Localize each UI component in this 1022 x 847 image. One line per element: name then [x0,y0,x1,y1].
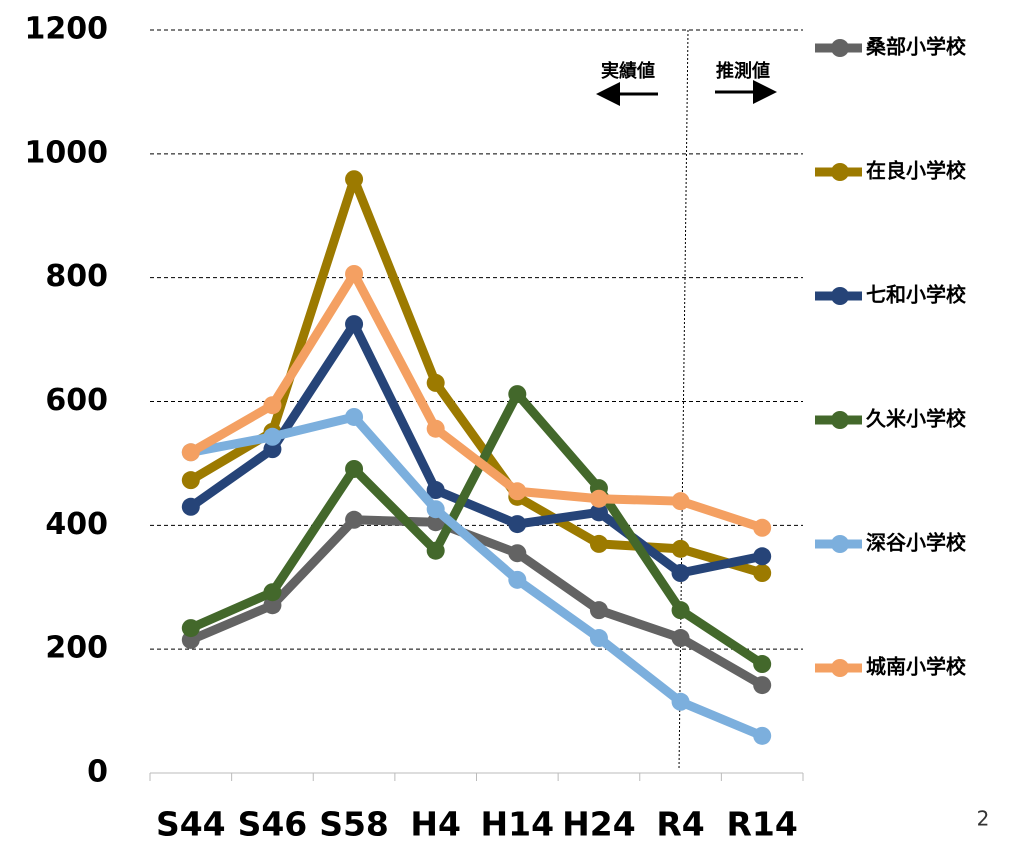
point [426,481,445,500]
x-tick-label: H4 [410,805,461,844]
y-tick-label: 600 [45,383,108,418]
y-tick-label: 1000 [25,135,109,170]
annotation: 実績値 [601,60,655,82]
x-tick-label: R14 [727,805,798,844]
point [589,503,608,522]
point [589,489,608,508]
point [508,482,527,501]
divider [678,29,689,771]
point [671,564,690,583]
x-tick-label: S44 [156,805,226,844]
point [263,596,282,615]
point [426,500,445,519]
legend-label: 深谷小学校 [866,531,967,555]
legend-marker [831,163,849,181]
point [181,619,200,638]
point [263,396,282,415]
point [181,497,200,516]
legend-marker [831,411,849,429]
point [589,601,608,620]
point [508,570,527,589]
legend-label: 桑部小学校 [866,35,967,59]
point [671,601,690,620]
point [181,471,200,490]
point [671,539,690,558]
legend-marker [831,535,849,553]
point [345,315,364,334]
series-line [189,412,764,741]
point [181,443,200,462]
point [589,534,608,553]
point [753,676,772,695]
y-tick-label: 400 [45,507,108,542]
point [426,373,445,392]
y-tick-label: 0 [87,755,108,790]
point [263,583,282,602]
legend-marker [831,287,849,305]
point [753,655,772,674]
x-tick-label: H24 [562,805,636,844]
x-tick-label: S46 [238,805,308,844]
legend-marker [831,659,849,677]
point [508,515,527,534]
point [753,564,772,583]
point [753,547,772,566]
point [426,541,445,560]
page-number: 2 [977,807,990,831]
point [345,407,364,426]
y-tick-label: 200 [45,631,108,666]
x-tick-label: H14 [481,805,555,844]
point [345,510,364,529]
series-line [189,515,765,689]
point [426,419,445,438]
legend-label: 久米小学校 [866,407,967,431]
x-tick-label: R4 [656,805,704,844]
point [508,385,527,404]
point [589,629,608,648]
legend-marker [831,39,849,57]
point [508,544,527,563]
legend-label: 在良小学校 [866,159,967,183]
x-tick-label: S58 [319,805,389,844]
series-line [188,269,764,533]
point [263,440,282,459]
point [753,726,772,745]
point [671,692,690,711]
point [671,629,690,648]
annotation: 推測値 [716,60,770,82]
series-line [188,174,764,578]
point [753,518,772,537]
legend-label: 七和小学校 [866,283,967,307]
point [345,459,364,478]
y-tick-label: 800 [45,259,108,294]
legend-label: 城南小学校 [866,655,967,679]
point [345,264,364,283]
series-line [188,319,764,578]
point [671,492,690,511]
series-line [189,389,765,668]
point [345,170,364,189]
point [263,427,282,446]
y-tick-label: 1200 [25,12,109,47]
